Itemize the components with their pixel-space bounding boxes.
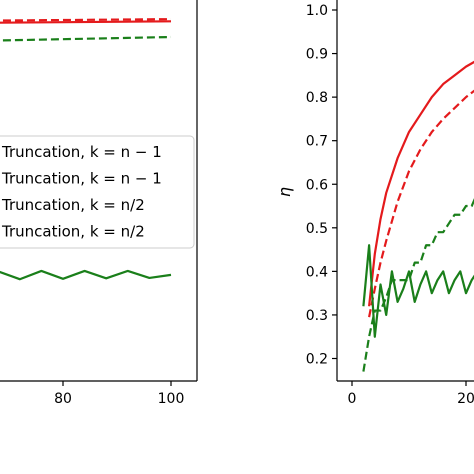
right-plot-panel: 0 20 0.2 0.3 0.4 0.5 0.6 0.7 0.8 0.9 1.0 η bbox=[275, 0, 474, 407]
right-y-tick-label-0.2: 0.2 bbox=[306, 352, 328, 368]
legend-entry-3: Truncation, k = n/2 bbox=[1, 196, 145, 214]
right-y-tick-label-0.5: 0.5 bbox=[306, 221, 328, 237]
right-y-tick-label-0.7: 0.7 bbox=[306, 134, 328, 150]
legend-box bbox=[0, 135, 195, 249]
right-series-line-2 bbox=[368, 89, 474, 318]
legend: Truncation, k = n − 1 Truncation, k = n −… bbox=[0, 135, 195, 249]
right-y-tick-label-1.0: 1.0 bbox=[306, 3, 328, 19]
right-series-line-4 bbox=[362, 244, 474, 338]
right-series-line-1 bbox=[368, 60, 474, 307]
right-y-tick-label-0.3: 0.3 bbox=[306, 308, 328, 324]
right-series-group bbox=[362, 60, 474, 372]
right-y-axis-label: η bbox=[275, 187, 294, 197]
legend-entry-2: Truncation, k = n − 1 bbox=[1, 170, 162, 188]
right-ticks: 0 20 0.2 0.3 0.4 0.5 0.6 0.7 0.8 0.9 1.0 bbox=[306, 3, 474, 407]
left-x-tick-label-80: 80 bbox=[54, 391, 72, 407]
left-axes bbox=[0, 0, 198, 382]
left-series-line-4 bbox=[0, 269, 172, 281]
right-y-tick-label-0.6: 0.6 bbox=[306, 177, 328, 193]
left-x-ticks: 80 100 bbox=[54, 381, 184, 407]
right-y-tick-label-0.4: 0.4 bbox=[306, 264, 328, 280]
right-y-tick-label-0.8: 0.8 bbox=[306, 90, 328, 106]
left-series-group bbox=[0, 18, 172, 281]
left-series-line-2 bbox=[0, 18, 172, 22]
left-x-tick-label-100: 100 bbox=[158, 391, 185, 407]
legend-entry-4: Truncation, k = n/2 bbox=[1, 223, 145, 241]
right-axes bbox=[336, 0, 474, 382]
right-y-tick-label-0.9: 0.9 bbox=[306, 47, 328, 63]
right-series-line-3 bbox=[362, 198, 474, 372]
right-x-tick-label-0: 0 bbox=[348, 391, 357, 407]
left-series-line-1 bbox=[0, 20, 172, 24]
left-series-line-3 bbox=[0, 35, 172, 42]
legend-entry-1: Truncation, k = n − 1 bbox=[1, 143, 162, 161]
right-x-tick-label-20: 20 bbox=[457, 391, 474, 407]
